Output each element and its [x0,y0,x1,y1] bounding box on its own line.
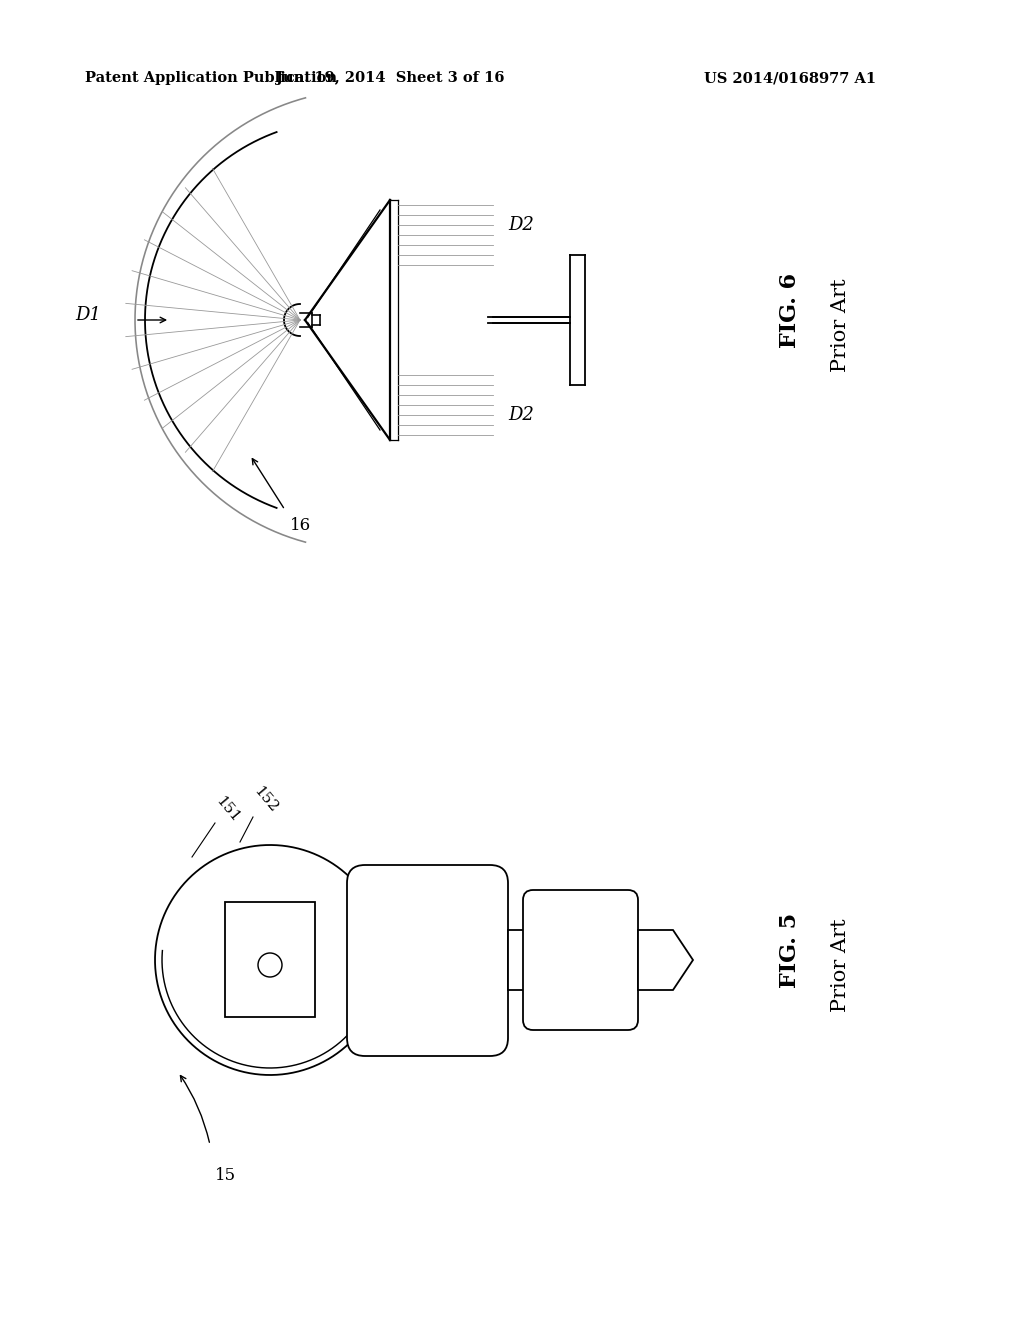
Text: Prior Art: Prior Art [830,279,850,372]
Bar [508,931,534,990]
Text: FIG. 5: FIG. 5 [779,912,801,987]
Text: 16: 16 [290,516,310,533]
Text: 151: 151 [213,795,243,825]
Circle shape [258,953,282,977]
FancyBboxPatch shape [347,865,508,1056]
Text: FIG. 6: FIG. 6 [779,272,801,347]
Text: Jun. 19, 2014  Sheet 3 of 16: Jun. 19, 2014 Sheet 3 of 16 [275,71,504,84]
Text: Prior Art: Prior Art [830,919,850,1012]
Text: 152: 152 [251,784,281,816]
Text: D2: D2 [508,407,534,424]
Text: Patent Application Publication: Patent Application Publication [85,71,337,84]
Text: D1: D1 [75,306,101,323]
Bar [225,902,315,1016]
FancyBboxPatch shape [523,890,638,1030]
Text: 15: 15 [215,1167,237,1184]
Text: US 2014/0168977 A1: US 2014/0168977 A1 [703,71,877,84]
Polygon shape [638,931,693,990]
Text: D2: D2 [508,216,534,234]
